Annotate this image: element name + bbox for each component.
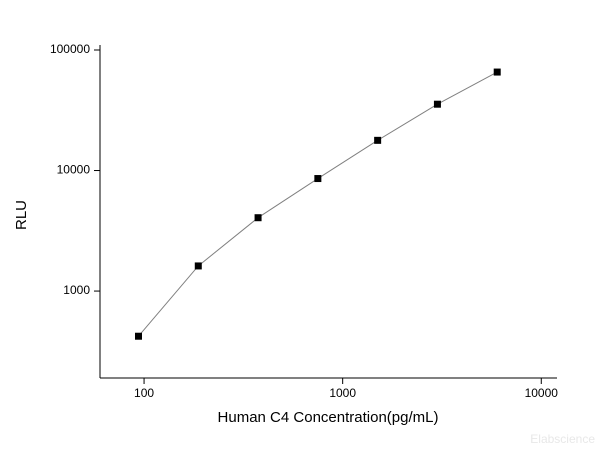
y-axis-title: RLU	[13, 200, 30, 230]
point	[134, 332, 142, 340]
x-axis-title: Human C4 Concentration(pg/mL)	[218, 409, 439, 426]
y-tick-label: 10000	[57, 163, 91, 177]
x-tick-label: 1000	[329, 386, 356, 400]
point	[493, 68, 501, 76]
point	[314, 175, 322, 183]
point	[374, 136, 382, 144]
point	[254, 214, 262, 222]
y-tick-label: 1000	[63, 283, 90, 297]
x-tick-label: 10000	[525, 386, 559, 400]
point	[433, 100, 441, 108]
curve	[138, 71, 498, 337]
point	[194, 262, 202, 270]
x-tick-label: 100	[134, 386, 154, 400]
watermark: Elabscience	[530, 432, 595, 446]
y-tick-label: 100000	[50, 42, 90, 56]
